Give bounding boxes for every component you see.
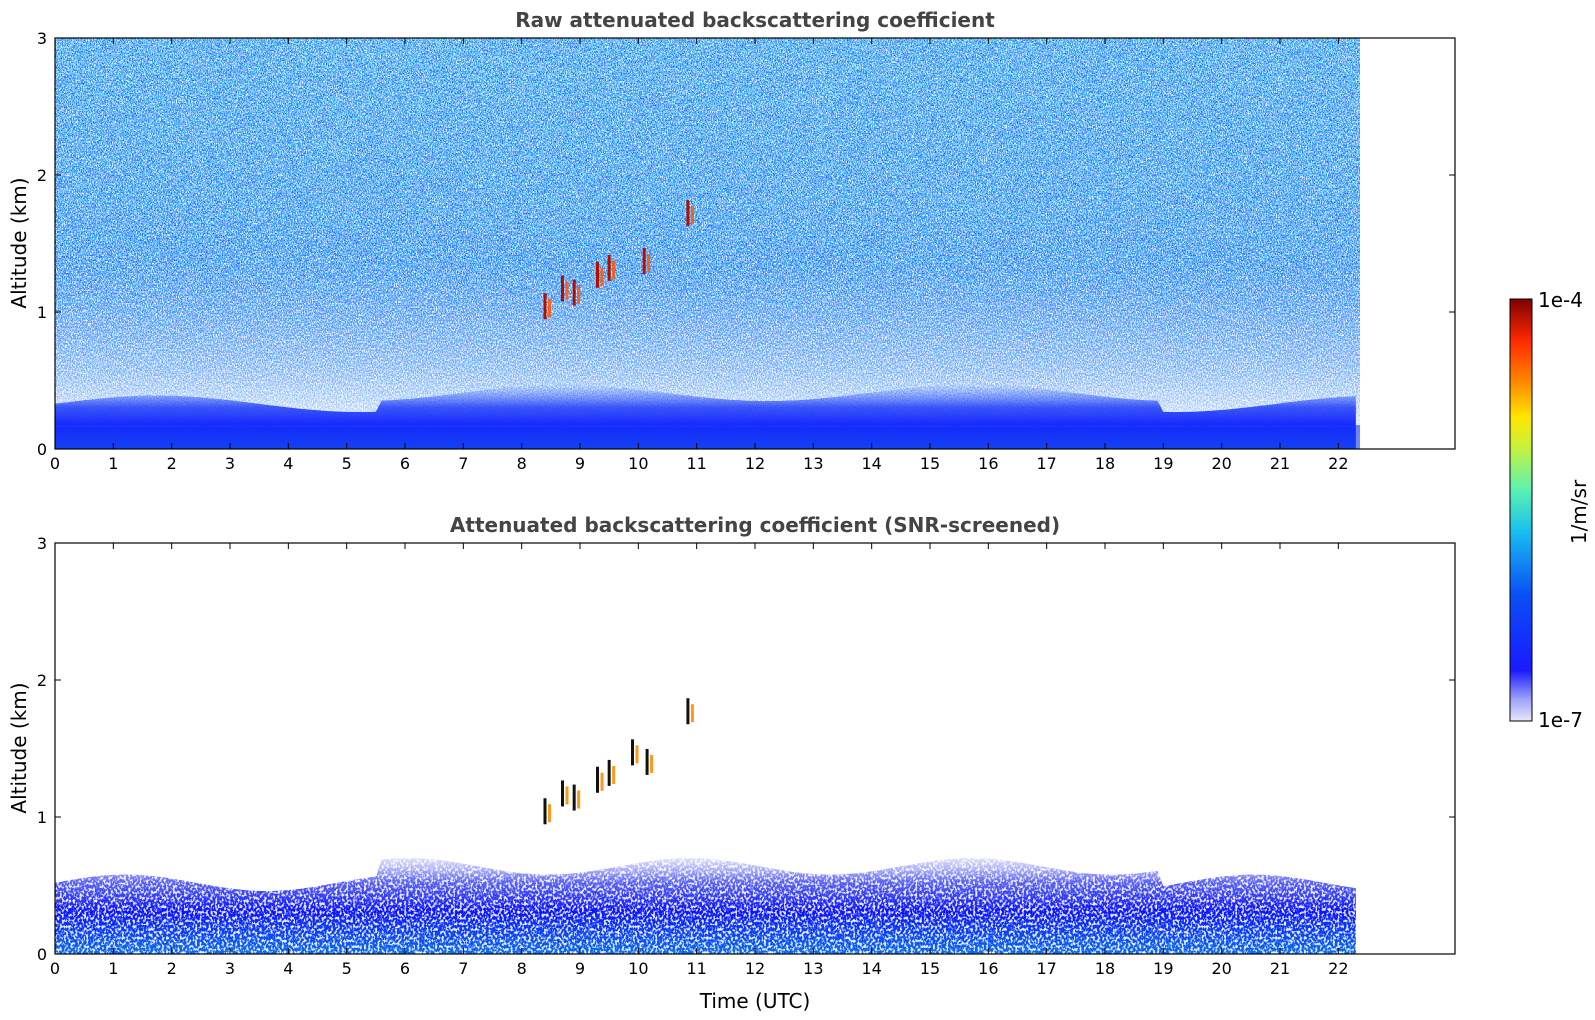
colorbar-gradient: [1509, 298, 1533, 722]
x-tick-label: 16: [978, 959, 998, 978]
x-tick-label: 5: [342, 454, 352, 473]
x-tick-label: 9: [575, 959, 585, 978]
x-tick-label: 9: [575, 454, 585, 473]
y-tick-label: 0: [37, 945, 47, 964]
cloud-feature: [572, 279, 576, 306]
x-tick-label: 15: [920, 454, 940, 473]
x-tick-label: 7: [458, 959, 468, 978]
cloud-feature: [607, 254, 611, 281]
cloud-feature-edge: [565, 786, 569, 805]
x-tick-label: 1: [108, 454, 118, 473]
panel-raw-title: Raw attenuated backscattering coefficien…: [515, 8, 995, 32]
x-tick-label: 10: [628, 959, 648, 978]
x-tick-label: 20: [1211, 959, 1231, 978]
panel-snr-title: Attenuated backscattering coefficient (S…: [450, 513, 1060, 537]
cloud-feature-edge: [612, 260, 616, 279]
y-tick-label: 2: [37, 166, 47, 185]
cloud-feature: [561, 275, 564, 302]
cloud-feature-edge: [577, 285, 581, 304]
cloud-feature-edge: [600, 772, 604, 791]
x-tick-label: 18: [1095, 959, 1115, 978]
x-axis-label: Time (UTC): [699, 989, 811, 1013]
x-tick-label: 0: [50, 454, 60, 473]
y-tick-label: 2: [37, 671, 47, 690]
colorbar-min-label: 1e-7: [1538, 708, 1583, 732]
x-tick-label: 10: [628, 454, 648, 473]
x-tick-label: 17: [1036, 959, 1056, 978]
cloud-feature: [572, 784, 576, 811]
x-tick-label: 2: [167, 959, 177, 978]
x-tick-label: 8: [517, 959, 527, 978]
cloud-feature-edge: [690, 206, 694, 225]
cloud-feature-edge: [565, 281, 569, 300]
x-tick-label: 12: [745, 959, 765, 978]
cloud-feature: [543, 798, 547, 825]
x-tick-label: 3: [225, 454, 235, 473]
panel-raw-ylabel: Altitude (km): [7, 177, 31, 308]
x-tick-label: 3: [225, 959, 235, 978]
cloud-feature-edge: [650, 754, 654, 773]
x-tick-label: 4: [283, 454, 293, 473]
x-tick-label: 6: [400, 454, 410, 473]
x-tick-label: 0: [50, 959, 60, 978]
colorbar-max-label: 1e-4: [1538, 288, 1583, 312]
cloud-feature: [596, 261, 599, 288]
cloud-feature-edge: [600, 267, 604, 286]
x-tick-label: 22: [1328, 959, 1348, 978]
x-tick-label: 6: [400, 959, 410, 978]
x-tick-label: 5: [342, 959, 352, 978]
x-tick-label: 13: [803, 959, 823, 978]
x-tick-label: 1: [108, 959, 118, 978]
x-tick-label: 17: [1036, 454, 1056, 473]
x-tick-label: 7: [458, 454, 468, 473]
x-tick-label: 21: [1270, 959, 1290, 978]
colorbar-unit-label: 1/m/sr: [1567, 479, 1591, 544]
x-tick-label: 20: [1211, 454, 1231, 473]
x-tick-label: 13: [803, 454, 823, 473]
x-tick-label: 14: [861, 959, 881, 978]
panel-snr: Attenuated backscattering coefficient (S…: [7, 513, 1456, 1013]
x-tick-label: 4: [283, 959, 293, 978]
x-tick-label: 2: [167, 454, 177, 473]
y-tick-label: 1: [37, 808, 47, 827]
x-tick-label: 12: [745, 454, 765, 473]
x-tick-label: 11: [686, 454, 706, 473]
x-tick-label: 21: [1270, 454, 1290, 473]
cloud-feature: [631, 739, 634, 766]
cloud-feature: [686, 200, 690, 227]
panel-snr-heatmap: [55, 543, 1455, 954]
x-tick-label: 16: [978, 454, 998, 473]
x-tick-label: 22: [1328, 454, 1348, 473]
cloud-feature-edge: [612, 765, 616, 784]
x-tick-label: 19: [1153, 959, 1173, 978]
x-tick-label: 19: [1153, 454, 1173, 473]
y-tick-label: 0: [37, 440, 47, 459]
panel-snr-ylabel: Altitude (km): [7, 682, 31, 813]
cloud-feature-edge: [577, 790, 581, 809]
cloud-feature-edge: [690, 704, 694, 723]
cloud-feature: [686, 698, 690, 725]
cloud-feature: [607, 759, 611, 786]
x-tick-label: 14: [861, 454, 881, 473]
y-tick-label: 3: [37, 29, 47, 48]
cloud-feature-edge: [647, 254, 651, 273]
panel-raw: Raw attenuated backscattering coefficien…: [7, 8, 1456, 473]
colorbar: 1e-4 1e-7 1/m/sr: [1509, 288, 1591, 732]
x-tick-label: 8: [517, 454, 527, 473]
y-tick-label: 1: [37, 303, 47, 322]
x-tick-label: 15: [920, 959, 940, 978]
cloud-feature: [543, 293, 547, 320]
cloud-feature: [645, 748, 649, 775]
cloud-feature: [642, 248, 646, 275]
y-tick-label: 3: [37, 534, 47, 553]
cloud-feature-edge: [548, 804, 551, 823]
cloud-feature-edge: [548, 299, 551, 318]
cloud-feature: [561, 780, 564, 807]
cloud-feature-edge: [635, 745, 639, 764]
cloud-feature: [596, 766, 599, 793]
x-tick-label: 11: [686, 959, 706, 978]
panel-raw-heatmap: [55, 38, 1360, 449]
x-tick-label: 18: [1095, 454, 1115, 473]
